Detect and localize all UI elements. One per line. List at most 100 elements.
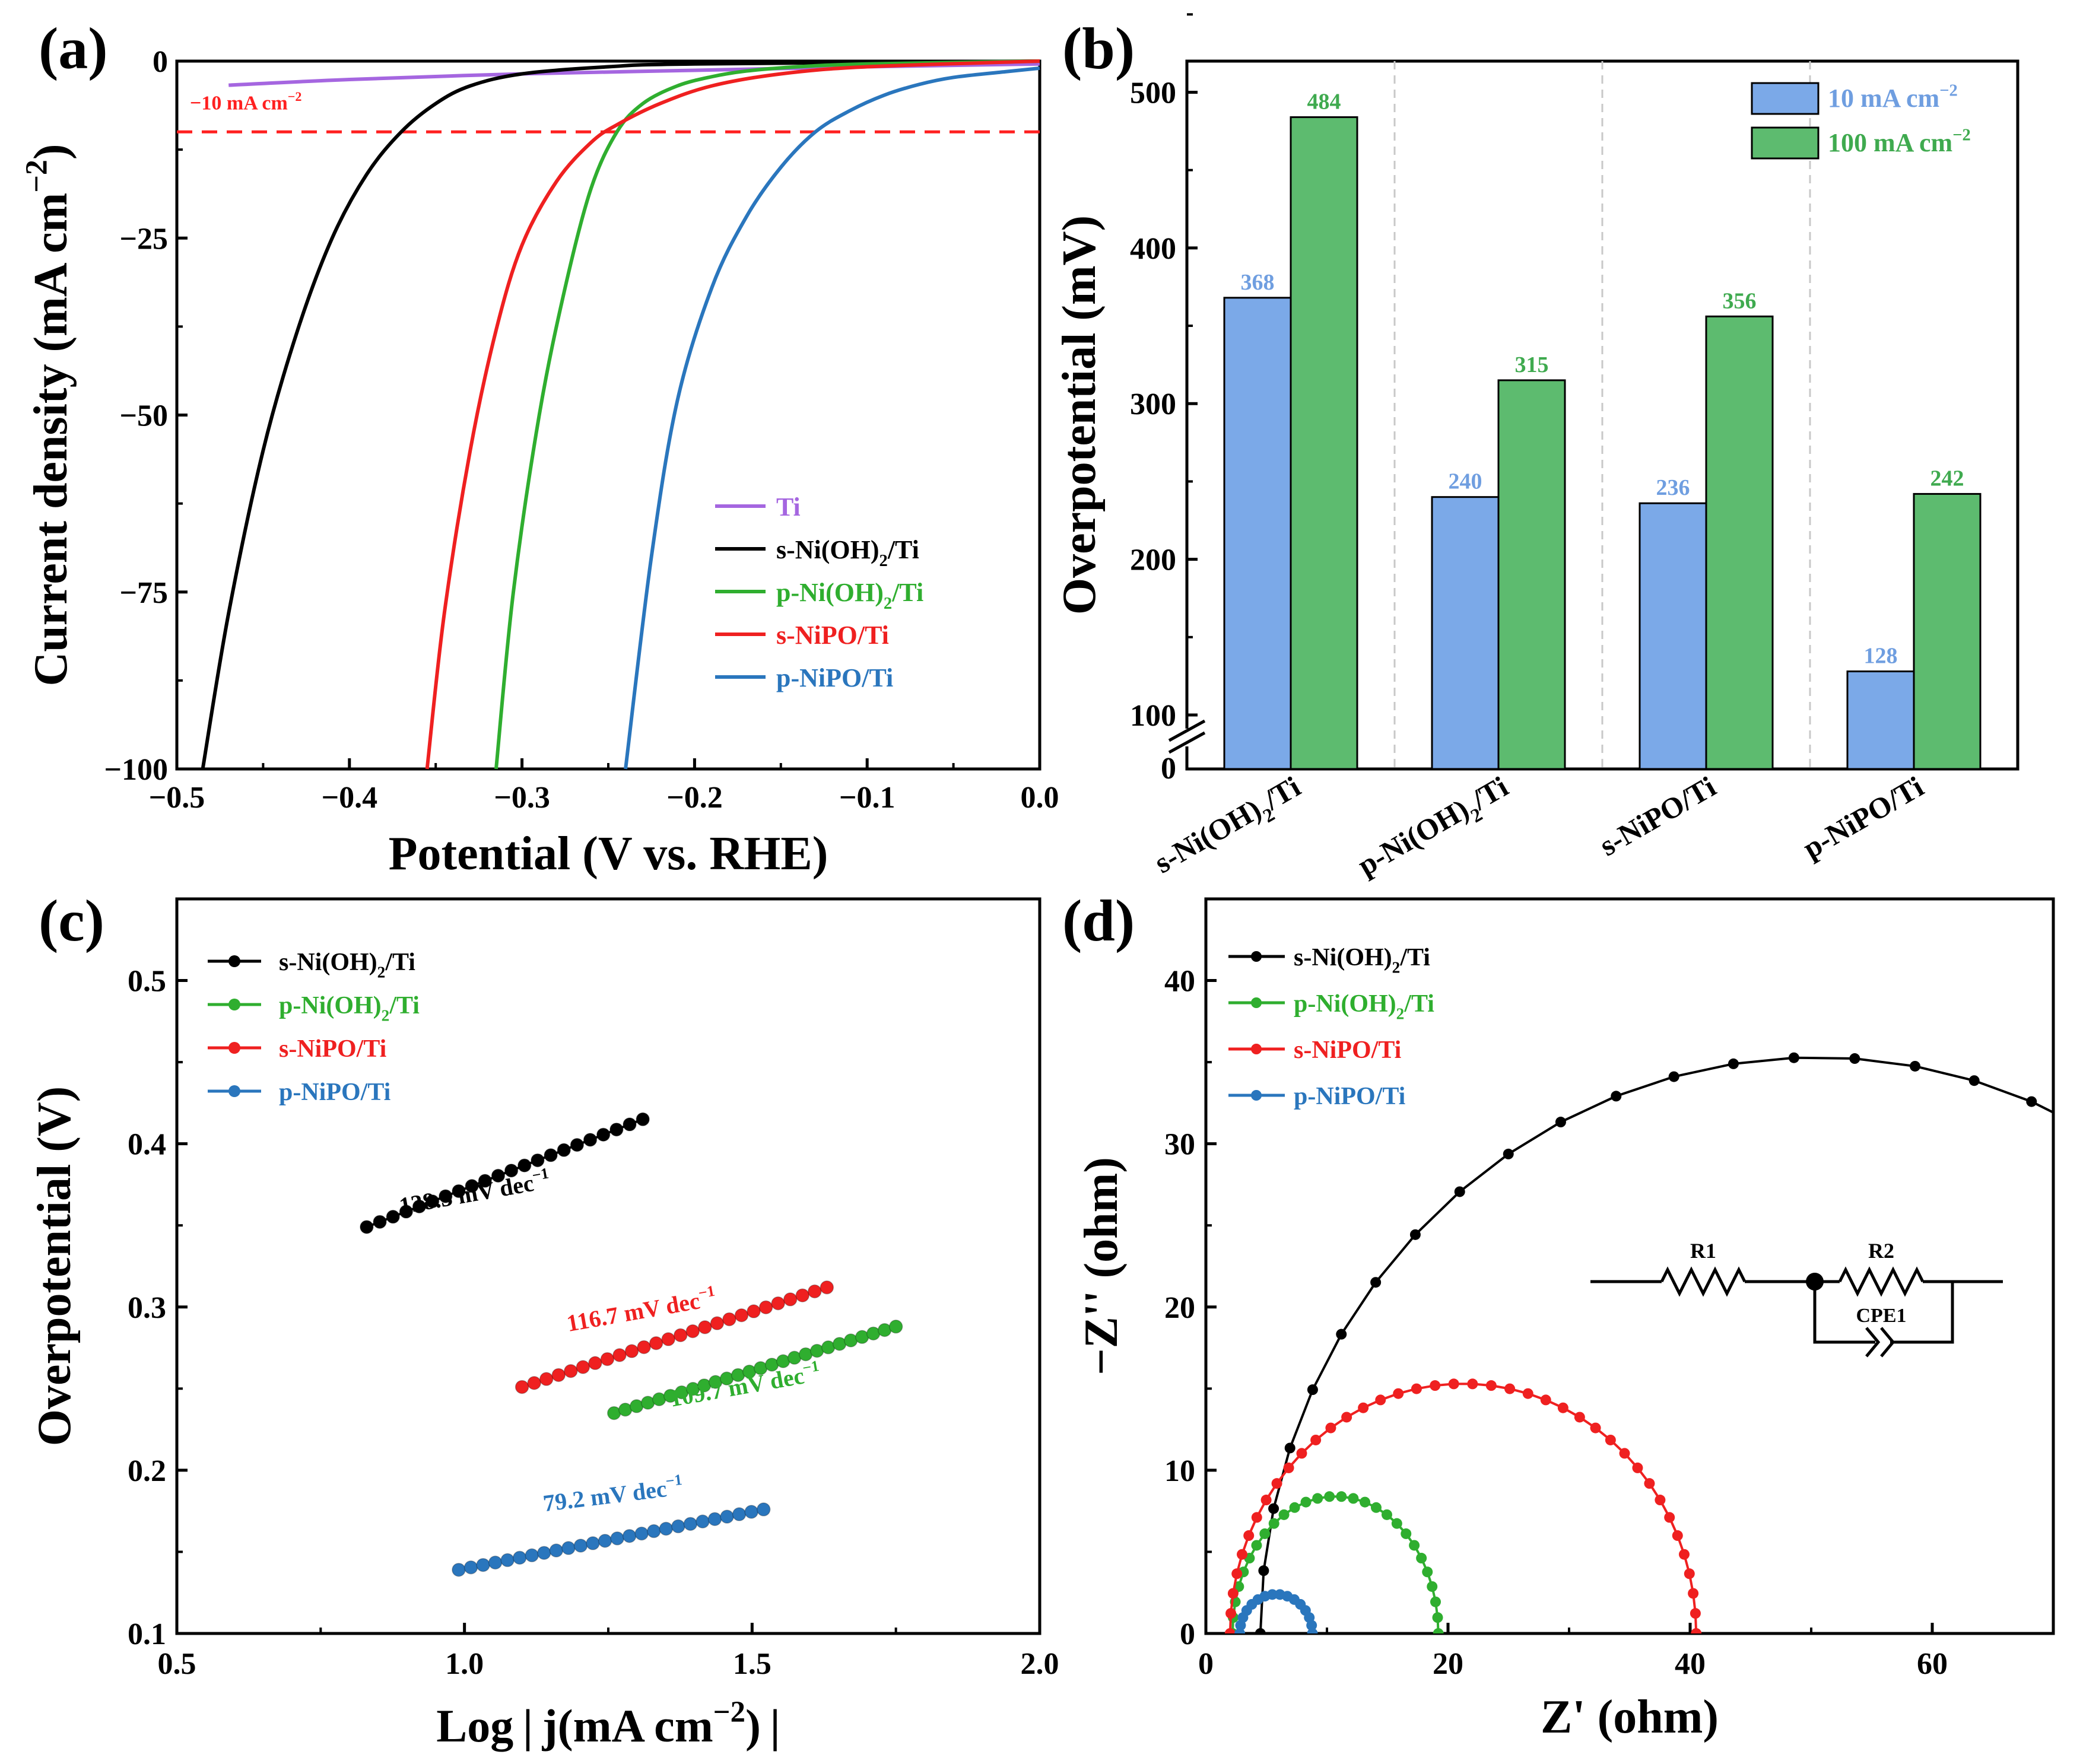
circuit-resistor-r1 <box>1660 1266 1747 1297</box>
panel-c-legend-label-0: s-Ni(OH)2​/Ti <box>279 949 415 981</box>
panel-c-slope-label-0: 138.3 mV dec−1​ <box>397 1164 552 1219</box>
panel-c-point-3 <box>561 1541 576 1555</box>
panel-c-point-3 <box>573 1539 588 1553</box>
circuit-wire <box>1890 1282 1954 1344</box>
panel-a-legend-label-1: s-Ni(OH)2​/Ti <box>776 535 919 570</box>
panel-d-point-2 <box>1678 1549 1690 1560</box>
panel-d-point-1 <box>1289 1502 1300 1513</box>
panel-d-point-2 <box>1375 1394 1386 1406</box>
panel-d-point-1 <box>1278 1509 1290 1520</box>
panel-b-overpotential-bars: 0 100 200 300 400 500 Overpotential (mV) s-Ni(O… <box>1053 13 2020 882</box>
panel-b-legend-label-1: 100 mA cm−2​ <box>1828 126 1971 157</box>
panel-b-category-label-2: s-NiPO/Ti <box>1594 770 1722 862</box>
panel-a-y-tick-label: 0 <box>153 45 168 79</box>
panel-c-point-2 <box>795 1288 809 1302</box>
panel-d-point-1 <box>1336 1491 1347 1502</box>
panel-d-point-2 <box>1467 1378 1478 1390</box>
panel-a-x-tick-label: 0.0 <box>1021 781 1059 815</box>
panel-d-point-2 <box>1251 1512 1262 1523</box>
panel-d-plot-area <box>1224 1052 2053 1633</box>
panel-c-point-0 <box>386 1209 400 1224</box>
panel-d-series-line-1 <box>1231 1495 1440 1633</box>
panel-b-y-tick-label: 100 <box>1130 699 1176 733</box>
panel-c-point-0 <box>491 1168 506 1183</box>
panel-b-bar-value-0-2: 236 <box>1656 475 1690 500</box>
panel-c-point-3 <box>720 1509 734 1524</box>
panel-d-point-1 <box>1401 1528 1412 1539</box>
panel-b-y-tick-label: 300 <box>1130 387 1176 421</box>
panel-d-point-0 <box>1968 1075 1980 1086</box>
panel-d-point-0 <box>1370 1277 1382 1288</box>
panel-a-y-tick-label: −50 <box>119 399 168 433</box>
panel-d-x-tick-label: 0 <box>1198 1647 1214 1681</box>
panel-c-point-2 <box>734 1308 749 1323</box>
panel-c-point-2 <box>758 1300 773 1315</box>
panel-b-bar-value-1-2: 356 <box>1723 288 1757 313</box>
panel-tag-c: (c) <box>39 888 104 953</box>
panel-d-x-axis-label: Z' (ohm) <box>1541 1691 1719 1743</box>
panel-b-y-tick-label: 400 <box>1130 232 1176 266</box>
panel-b-bar-value-0-3: 128 <box>1864 644 1898 669</box>
panel-tag-d: (d) <box>1062 888 1135 953</box>
panel-c-point-0 <box>465 1179 479 1193</box>
panel-c-point-3 <box>707 1512 722 1526</box>
panel-b-bar-0-1 <box>1431 496 1500 770</box>
panel-a-series-line-4 <box>624 66 1040 770</box>
panel-b-axis-break-mark <box>1168 719 1206 742</box>
panel-c-point-0 <box>531 1153 545 1168</box>
panel-c-point-2 <box>747 1304 761 1318</box>
panel-b-y-tick-label: 500 <box>1130 76 1176 110</box>
panel-c-slope-label-3: 79.2 mV dec−1​ <box>541 1471 684 1517</box>
panel-c-point-3 <box>732 1507 747 1521</box>
panel-c-point-2 <box>722 1312 736 1327</box>
panel-b-bar-0-0 <box>1223 297 1292 770</box>
panel-d-point-1 <box>1416 1553 1427 1564</box>
panel-d-legend-marker-3 <box>1251 1090 1262 1101</box>
panel-c-x-tick-label: 1.0 <box>445 1647 484 1681</box>
panel-d-point-2 <box>1325 1422 1336 1434</box>
panel-d-point-2 <box>1310 1434 1322 1445</box>
panel-d-point-2 <box>1590 1422 1601 1434</box>
panel-a-legend-label-0: Ti <box>776 492 801 522</box>
panel-c-point-2 <box>710 1316 725 1330</box>
panel-d-point-0 <box>1909 1060 1920 1072</box>
panel-c-point-3 <box>647 1524 661 1539</box>
panel-c-legend-marker-2 <box>228 1042 240 1054</box>
panel-c-point-3 <box>744 1505 758 1519</box>
panel-b-category-label-3: p-NiPO/Ti <box>1797 770 1929 865</box>
panel-c-point-2 <box>564 1363 578 1378</box>
panel-c-point-3 <box>622 1528 637 1543</box>
panel-c-legend-label-1: p-Ni(OH)2​/Ti <box>279 992 420 1025</box>
panel-c-point-2 <box>783 1292 798 1307</box>
panel-b-bar-value-1-0: 484 <box>1307 89 1341 114</box>
panel-c-legend-marker-3 <box>228 1085 240 1097</box>
panel-c-point-2 <box>673 1328 688 1343</box>
panel-d-x-tick-label: 20 <box>1433 1647 1463 1681</box>
panel-c-point-2 <box>661 1332 675 1346</box>
panel-d-legend-label-1: p-Ni(OH)2​/Ti <box>1294 990 1434 1023</box>
panel-d-legend-label-2: s-NiPO/Ti <box>1294 1037 1402 1064</box>
panel-d-point-2 <box>1632 1462 1643 1473</box>
panel-c-y-tick-label: 0.2 <box>128 1454 166 1488</box>
panel-d-point-3 <box>1307 1628 1318 1633</box>
panel-c-point-3 <box>463 1560 478 1575</box>
panel-a-series-line-0 <box>228 62 1040 87</box>
panel-d-nyquist-plot: 0 20 40 60 0 10 20 30 40 Z' (ohm) −Z'' (ohm) s-Ni(O… <box>1075 897 2055 1743</box>
panel-d-point-2 <box>1684 1568 1695 1579</box>
panel-c-tafel-plot: 0.5 1.0 1.5 2.0 0.1 0.2 0.3 0.4 0.5 Log | j(mA cm… <box>28 897 1059 1752</box>
panel-b-y-tick-label: 200 <box>1130 543 1176 577</box>
panel-b-bar-1-3 <box>1913 492 1982 770</box>
circuit-label-cpe: CPE1 <box>1856 1305 1907 1327</box>
panel-a-legend-label-2: p-Ni(OH)2​/Ti <box>776 578 923 613</box>
panel-c-point-2 <box>637 1340 651 1355</box>
panel-c-point-0 <box>636 1112 650 1127</box>
panel-c-y-axis-label: Overpotential (V) <box>28 1086 81 1447</box>
panel-b-axis-break-mark <box>1168 731 1206 754</box>
panel-d-x-tick-label: 60 <box>1917 1647 1948 1681</box>
panel-d-point-2 <box>1605 1434 1616 1445</box>
panel-a-y-tick-label: −25 <box>119 222 168 256</box>
panel-d-point-2 <box>1296 1448 1307 1459</box>
panel-c-x-axis-label: Log | j(mA cm−2​) | <box>436 1695 780 1752</box>
panel-c-point-0 <box>596 1127 611 1142</box>
panel-c-point-3 <box>452 1562 466 1577</box>
